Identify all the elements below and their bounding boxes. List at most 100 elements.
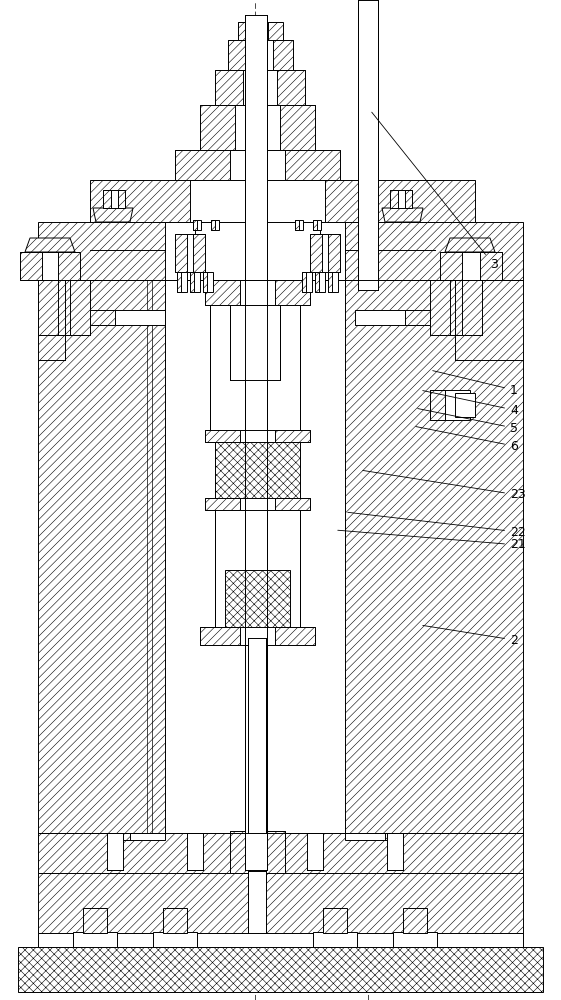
Bar [165, 222, 345, 280]
Bar [190, 272, 194, 292]
Bar [205, 280, 240, 305]
Bar [90, 310, 165, 325]
Bar [200, 105, 235, 150]
Bar [175, 150, 340, 180]
Bar [38, 280, 90, 335]
Bar [307, 833, 323, 870]
Bar [225, 570, 290, 630]
Polygon shape [93, 208, 133, 222]
Bar [103, 190, 111, 208]
Bar [73, 932, 117, 947]
Bar [295, 220, 303, 230]
Bar [83, 908, 107, 933]
Bar [38, 280, 58, 335]
Bar [275, 430, 310, 442]
Bar [177, 272, 181, 292]
Bar [18, 947, 543, 992]
Bar [430, 390, 445, 420]
Bar [107, 833, 123, 870]
Bar [38, 280, 90, 335]
Bar [200, 627, 315, 645]
Bar [393, 932, 437, 947]
Polygon shape [25, 238, 75, 252]
Bar [20, 252, 80, 280]
Bar [390, 190, 412, 208]
Bar [238, 22, 282, 40]
Bar [165, 280, 345, 833]
Bar [215, 440, 300, 500]
Bar [215, 440, 300, 500]
Bar [211, 220, 219, 230]
Text: 5: 5 [418, 409, 518, 434]
Text: 22: 22 [348, 512, 526, 538]
Bar [285, 150, 340, 180]
Bar [190, 180, 325, 222]
Bar [163, 908, 187, 933]
Bar [205, 430, 310, 442]
Bar [355, 310, 430, 325]
Bar [20, 252, 42, 280]
Bar [238, 22, 253, 40]
Bar [215, 70, 243, 105]
Bar [265, 831, 285, 873]
Text: 23: 23 [363, 470, 526, 502]
Bar [193, 220, 201, 230]
Bar [430, 280, 450, 335]
Bar [310, 234, 322, 272]
Bar [130, 833, 385, 873]
Bar [273, 40, 293, 70]
Text: 1: 1 [433, 371, 518, 396]
Bar [177, 272, 187, 292]
Bar [200, 627, 240, 645]
Polygon shape [38, 250, 165, 833]
Bar [103, 190, 125, 208]
Bar [215, 70, 305, 105]
Bar [430, 280, 482, 335]
Bar [268, 22, 283, 40]
Bar [118, 190, 125, 208]
Bar [387, 833, 403, 870]
Text: 2: 2 [423, 625, 518, 647]
Bar [195, 222, 320, 280]
Bar [228, 40, 293, 70]
Bar [480, 252, 502, 280]
Bar [248, 871, 266, 933]
Bar [440, 252, 502, 280]
Text: 6: 6 [416, 427, 518, 452]
Bar [430, 280, 482, 335]
Bar [313, 932, 357, 947]
Bar [153, 932, 197, 947]
Bar [328, 272, 332, 292]
Bar [193, 220, 197, 230]
Bar [323, 908, 347, 933]
Bar [90, 310, 115, 325]
Bar [245, 15, 267, 870]
Bar [205, 430, 240, 442]
Bar [175, 234, 187, 272]
Bar [205, 280, 310, 305]
Bar [38, 833, 523, 873]
Bar [302, 272, 306, 292]
Bar [405, 190, 412, 208]
Bar [390, 190, 398, 208]
Bar [277, 70, 305, 105]
Bar [230, 831, 285, 873]
Bar [230, 305, 280, 380]
Bar [215, 510, 300, 630]
Bar [175, 234, 205, 272]
Bar [228, 40, 248, 70]
Bar [275, 498, 310, 510]
Bar [310, 234, 340, 272]
Text: 21: 21 [338, 530, 526, 552]
Bar [315, 272, 325, 292]
Polygon shape [445, 238, 495, 252]
Bar [38, 933, 523, 947]
Bar [38, 222, 523, 280]
Bar [405, 310, 430, 325]
Bar [280, 105, 315, 150]
Polygon shape [382, 208, 423, 222]
Bar [313, 220, 321, 230]
Bar [358, 0, 378, 290]
Bar [90, 180, 475, 222]
Bar [295, 220, 299, 230]
